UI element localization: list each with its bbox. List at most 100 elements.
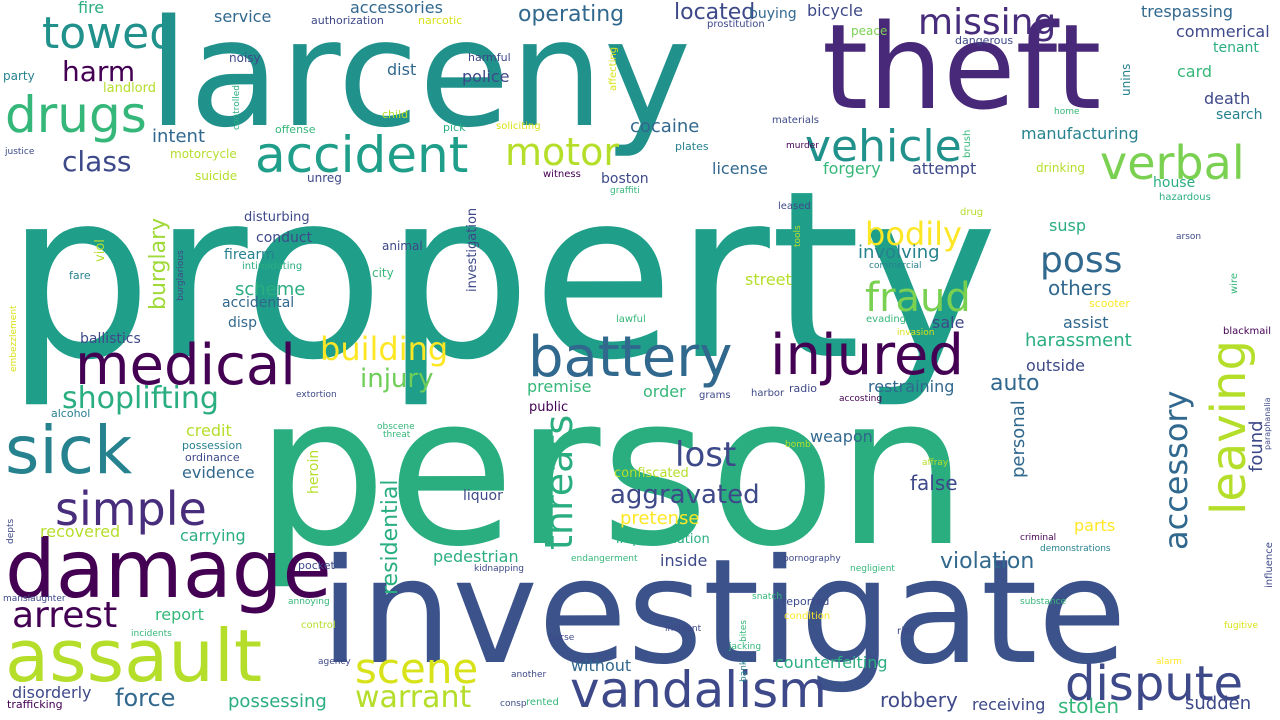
word-party: party <box>3 69 35 83</box>
word-accosting: accosting <box>839 394 883 404</box>
word-ballistics: ballistics <box>80 331 141 347</box>
word-cocaine: cocaine <box>630 116 700 137</box>
word-drugs: drugs <box>5 86 147 144</box>
word-disp: disp <box>228 315 257 331</box>
word-assist: assist <box>1063 313 1109 332</box>
word-verbal: verbal <box>1100 136 1245 190</box>
word-manslaughter: manslaughter <box>3 594 66 604</box>
word-death: death <box>1204 89 1251 108</box>
word-landlord: landlord <box>103 81 157 96</box>
word-agency: agency <box>318 657 351 667</box>
word-evidence: evidence <box>182 463 255 482</box>
word-accidental: accidental <box>222 295 295 311</box>
word-witness: witness <box>543 169 581 180</box>
word-influence: influence <box>1264 542 1275 588</box>
word-dispute: dispute <box>1065 656 1244 712</box>
word-threat: threat <box>383 430 411 440</box>
word-impersonation: impersonation <box>616 532 710 547</box>
word-noisy: noisy <box>229 51 261 65</box>
word-incidents: incidents <box>131 629 172 639</box>
word-parts: parts <box>1074 516 1116 535</box>
word-possession: possession <box>182 439 243 452</box>
word-service: service <box>214 7 272 26</box>
word-prostitution: prostitution <box>707 19 765 30</box>
word-manufacturing: manufacturing <box>1021 124 1139 143</box>
word-ordinance: ordinance <box>185 451 240 464</box>
word-hazardous: hazardous <box>1159 192 1211 203</box>
word-towed: towed <box>42 8 178 59</box>
word-extortion: extortion <box>296 390 337 400</box>
word-aggravated: aggravated <box>610 480 760 510</box>
word-purse: purse <box>549 633 575 643</box>
word-burglarious: burglarious <box>176 250 186 301</box>
word-personal: personal <box>1008 400 1029 478</box>
word-soliciting: soliciting <box>496 121 541 132</box>
word-bomb: bomb <box>785 440 811 450</box>
word-justice: justice <box>5 147 35 157</box>
word-larceny: larceny <box>148 0 692 160</box>
word-forgery: forgery <box>823 159 881 178</box>
word-sick: sick <box>5 412 133 489</box>
word-intent: intent <box>152 126 206 147</box>
word-recovered: recovered <box>40 522 121 541</box>
word-kidnapping: kidnapping <box>474 564 524 574</box>
word-city: city <box>372 266 394 280</box>
word-card: card <box>1177 62 1213 81</box>
word-fraud: fraud <box>865 275 971 321</box>
word-susp: susp <box>1049 216 1086 235</box>
word-paraphanalia: paraphanalia <box>1263 397 1272 450</box>
word-controlled: controlled <box>232 85 242 130</box>
word-violation: violation <box>940 549 1035 574</box>
word-vehicle: vehicle <box>805 121 962 172</box>
word-bites: bites <box>739 620 749 642</box>
word-heroin: heroin <box>306 449 322 494</box>
word-obscene: obscene <box>377 422 415 432</box>
word-animal: animal <box>382 239 423 253</box>
word-involving: involving <box>858 242 940 263</box>
word-disorderly: disorderly <box>12 683 92 702</box>
word-damage: damage <box>5 523 332 616</box>
word-accessory: accessory <box>1157 390 1195 551</box>
word-fare: fare <box>69 269 91 282</box>
word-alarm: alarm <box>1156 657 1182 667</box>
word-consp: consp <box>500 699 527 709</box>
word-order: order <box>643 382 686 401</box>
word-evading: evading <box>866 314 907 325</box>
word-another: another <box>511 670 547 680</box>
word-battery: battery <box>528 325 733 390</box>
word-wire: wire <box>1229 272 1240 294</box>
word-leased: leased <box>778 201 811 212</box>
word-stolen: stolen <box>1058 694 1120 718</box>
word-missing: missing <box>918 2 1057 43</box>
word-robbery: robbery <box>880 688 958 712</box>
word-blackmail: blackmail <box>1223 326 1271 337</box>
word-arson: arson <box>1176 232 1202 242</box>
word-harm: harm <box>62 55 136 88</box>
word-annoying: annoying <box>288 597 330 607</box>
word-tenant: tenant <box>1213 40 1259 56</box>
word-endangerment: endangerment <box>571 554 638 564</box>
word-sudden: sudden <box>1185 693 1252 714</box>
word-warrant: warrant <box>355 680 472 715</box>
word-drug: drug <box>960 207 984 218</box>
word-counterfeiting: counterfeiting <box>775 653 888 672</box>
word-fire: fire <box>78 0 105 17</box>
word-drinking: drinking <box>1036 161 1085 175</box>
word-located: located <box>674 0 756 25</box>
word-residential: residential <box>378 479 403 595</box>
word-substance: substance <box>1020 597 1067 607</box>
word-accident: accident <box>255 126 469 184</box>
word-negligient: negligient <box>850 564 895 574</box>
word-weapon: weapon <box>810 427 873 446</box>
word-inside: inside <box>660 551 708 570</box>
word-operating: operating <box>518 2 625 27</box>
word-threats: threats <box>537 414 581 550</box>
word-rented: rented <box>526 697 559 708</box>
word-graffiti: graffiti <box>610 186 640 196</box>
word-scene: scene <box>355 644 479 693</box>
word-conduct: conduct <box>256 230 313 246</box>
word-narcotic: narcotic <box>418 14 463 27</box>
word-child: child <box>382 108 409 121</box>
word-harmful: harmful <box>468 51 511 64</box>
word-harassment: harassment <box>1025 330 1132 351</box>
